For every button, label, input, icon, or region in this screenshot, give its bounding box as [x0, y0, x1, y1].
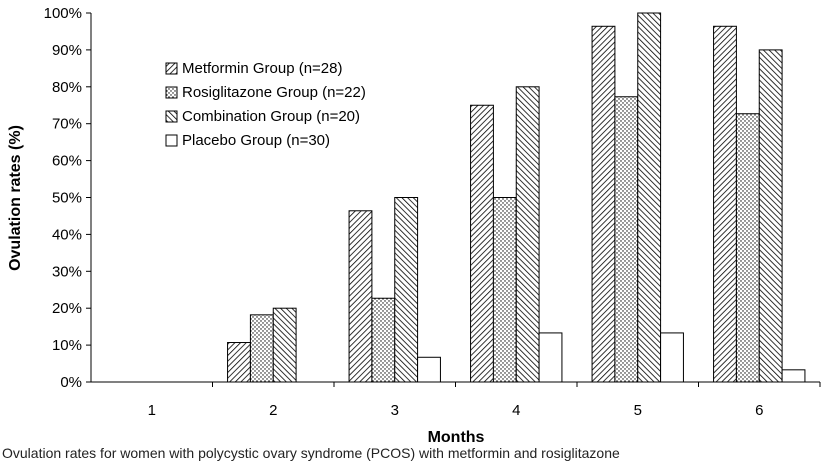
bar	[713, 25, 737, 383]
y-tick-label: 20%	[52, 300, 82, 317]
legend-swatch	[165, 110, 178, 123]
y-tick-label: 100%	[44, 5, 82, 22]
legend: Metformin Group (n=28) Rosiglitazone Grou…	[165, 60, 366, 149]
bar	[781, 369, 806, 383]
y-tick-label: 80%	[52, 79, 82, 96]
y-tick-label: 0%	[60, 374, 82, 391]
bar	[492, 197, 517, 383]
bar	[538, 332, 563, 383]
legend-label: Metformin Group (n=28)	[182, 60, 342, 77]
y-axis-ticks: 0% 10% 20% 30% 40% 50% 60% 70% 80% 90% 100%	[44, 5, 91, 391]
legend-label: Placebo Group (n=30)	[182, 132, 330, 149]
bar	[591, 25, 616, 383]
bar	[735, 113, 760, 383]
bar	[348, 210, 373, 383]
y-tick-label: 30%	[52, 263, 82, 280]
legend-label: Combination Group (n=20)	[182, 108, 360, 125]
bar	[249, 314, 274, 383]
bar	[515, 86, 540, 383]
legend-label: Rosiglitazone Group (n=22)	[182, 84, 366, 101]
ovulation-rates-chart: Ovulation rates (%) Months 0%10%20%30%40…	[7, 5, 821, 445]
figure-caption: Ovulation rates for women with polycysti…	[2, 445, 620, 461]
legend-swatch	[165, 134, 178, 147]
y-tick-label: 90%	[52, 42, 82, 59]
y-tick-label: 10%	[52, 337, 82, 354]
bar	[614, 96, 639, 383]
x-tick-label: 1	[148, 402, 156, 419]
y-tick-label: 40%	[52, 226, 82, 243]
y-tick-label: 60%	[52, 153, 82, 170]
bar	[470, 104, 494, 383]
bar	[758, 49, 783, 383]
bar	[660, 332, 684, 383]
x-tick-label: 2	[269, 402, 277, 419]
legend-swatch	[165, 62, 178, 75]
bar	[272, 307, 297, 383]
y-tick-label: 70%	[52, 116, 82, 133]
legend-swatch	[165, 86, 178, 99]
x-axis-ticks: 1 2 3 4 5 6	[148, 382, 821, 419]
x-tick-label: 3	[391, 402, 399, 419]
y-tick-label: 50%	[52, 190, 82, 207]
bar	[637, 12, 662, 383]
bar	[394, 197, 419, 383]
bar	[371, 297, 396, 383]
bar	[417, 356, 441, 383]
bar	[227, 342, 251, 383]
axes	[90, 13, 820, 383]
x-axis-title: Months	[428, 429, 485, 445]
x-tick-label: 4	[512, 402, 520, 419]
y-axis-title: Ovulation rates (%)	[7, 125, 24, 271]
x-tick-label: 5	[634, 402, 642, 419]
x-tick-label: 6	[755, 402, 763, 419]
